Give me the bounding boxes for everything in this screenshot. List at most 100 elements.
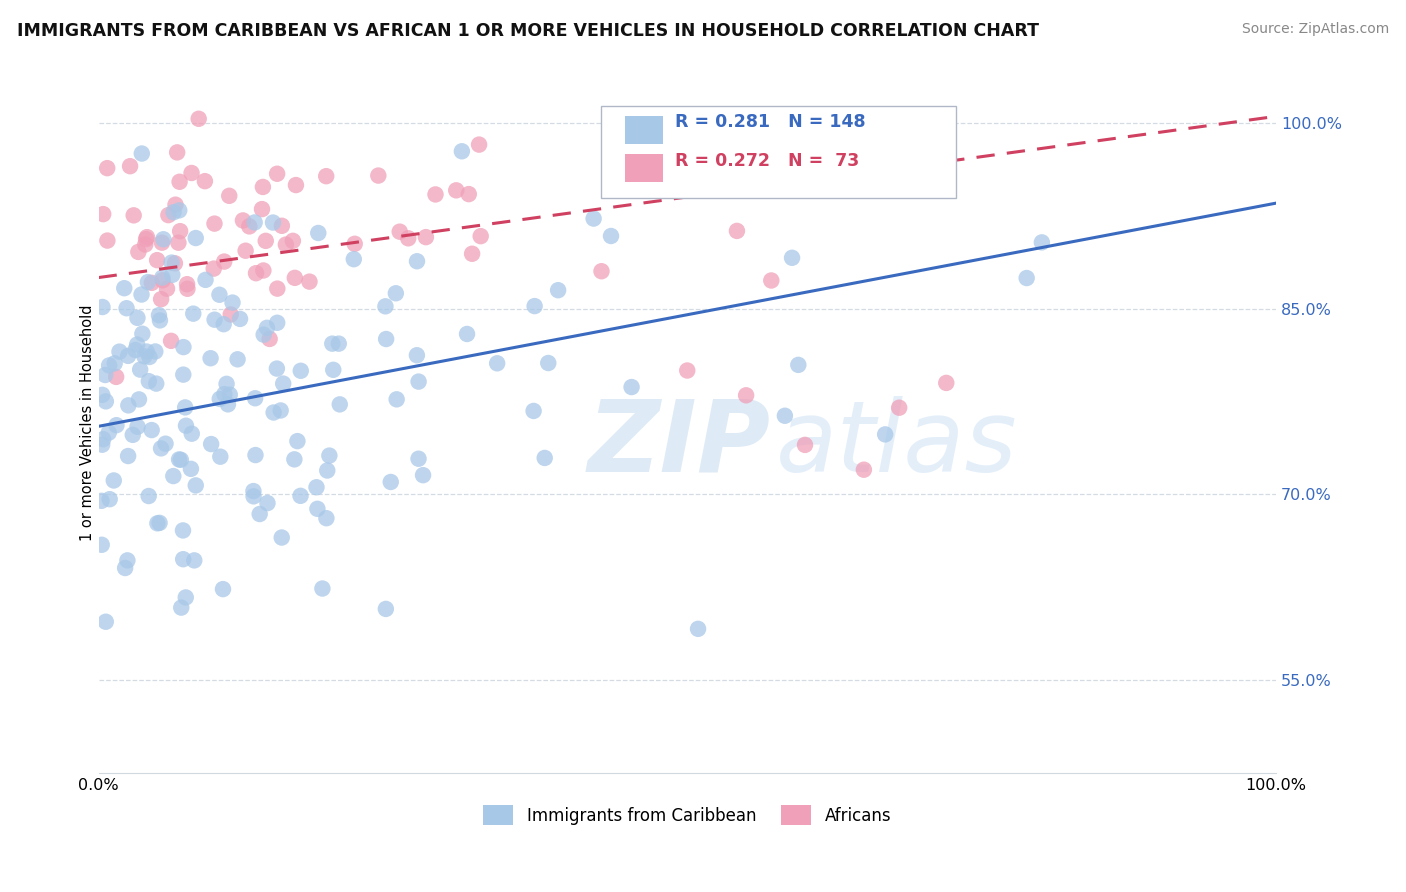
Point	[136, 230, 159, 244]
Point	[204, 312, 226, 326]
Point	[208, 392, 231, 406]
Point	[271, 376, 294, 391]
Point	[254, 234, 277, 248]
Point	[174, 418, 197, 433]
Legend: Immigrants from Caribbean, Africans: Immigrants from Caribbean, Africans	[484, 805, 891, 824]
Point	[166, 145, 188, 160]
Point	[298, 275, 321, 289]
Point	[135, 344, 157, 359]
Point	[408, 375, 430, 389]
Point	[456, 326, 478, 341]
Point	[256, 496, 278, 510]
Point	[245, 448, 267, 462]
Point	[162, 469, 184, 483]
Point	[470, 229, 492, 244]
Point	[180, 166, 202, 180]
Point	[96, 161, 118, 176]
Point	[117, 349, 139, 363]
Point	[935, 376, 957, 390]
Point	[221, 295, 243, 310]
Point	[380, 475, 402, 489]
Point	[794, 438, 817, 452]
Point	[94, 368, 117, 382]
Point	[486, 356, 509, 370]
Point	[825, 112, 848, 127]
Point	[150, 292, 173, 306]
Point	[184, 478, 207, 492]
Point	[425, 187, 447, 202]
Point	[852, 463, 875, 477]
Point	[208, 287, 231, 301]
Point	[212, 582, 235, 596]
Point	[148, 516, 170, 530]
Point	[284, 178, 307, 192]
Point	[329, 397, 352, 411]
Point	[157, 208, 180, 222]
Point	[108, 344, 131, 359]
Point	[281, 234, 304, 248]
Point	[122, 208, 145, 222]
Point	[274, 237, 297, 252]
Point	[253, 327, 276, 342]
Point	[91, 388, 114, 402]
Point	[243, 215, 266, 229]
Point	[146, 516, 169, 531]
Point	[461, 246, 484, 260]
Point	[290, 364, 312, 378]
Point	[112, 281, 135, 295]
Point	[385, 392, 408, 407]
Point	[127, 244, 149, 259]
Point	[252, 263, 274, 277]
Point	[686, 622, 709, 636]
Point	[676, 363, 699, 377]
Point	[263, 405, 285, 419]
Point	[283, 452, 305, 467]
Point	[143, 344, 166, 359]
Text: R = 0.281   N = 148: R = 0.281 N = 148	[675, 113, 866, 131]
Point	[262, 216, 284, 230]
Point	[187, 112, 209, 126]
Point	[266, 361, 288, 376]
Y-axis label: 1 or more Vehicles in Household: 1 or more Vehicles in Household	[80, 305, 96, 541]
Point	[406, 348, 429, 362]
Point	[406, 254, 429, 268]
Point	[468, 137, 491, 152]
Point	[172, 340, 194, 354]
Point	[396, 231, 419, 245]
Point	[131, 326, 153, 341]
Point	[249, 507, 271, 521]
Point	[120, 159, 142, 173]
Point	[169, 224, 191, 238]
Point	[105, 418, 128, 433]
Point	[889, 401, 911, 415]
Point	[305, 480, 328, 494]
Point	[174, 401, 197, 415]
Text: R = 0.272   N =  73: R = 0.272 N = 73	[675, 153, 859, 170]
Point	[172, 552, 194, 566]
Point	[238, 219, 260, 234]
Point	[152, 273, 174, 287]
Point	[523, 404, 546, 418]
Point	[250, 202, 273, 216]
Point	[270, 531, 292, 545]
Point	[127, 419, 149, 434]
Point	[322, 363, 344, 377]
Point	[1015, 271, 1038, 285]
Point	[169, 175, 191, 189]
Point	[307, 501, 329, 516]
Point	[162, 205, 184, 219]
Point	[444, 183, 467, 197]
Point	[266, 316, 288, 330]
Point	[152, 232, 174, 246]
Point	[1031, 235, 1053, 250]
Point	[131, 146, 153, 161]
Point	[176, 277, 198, 292]
Point	[181, 307, 204, 321]
Point	[117, 553, 139, 567]
Bar	[624, 153, 662, 182]
Point	[537, 356, 560, 370]
Point	[174, 591, 197, 605]
Point	[780, 251, 803, 265]
Point	[129, 362, 152, 376]
Point	[127, 337, 149, 351]
